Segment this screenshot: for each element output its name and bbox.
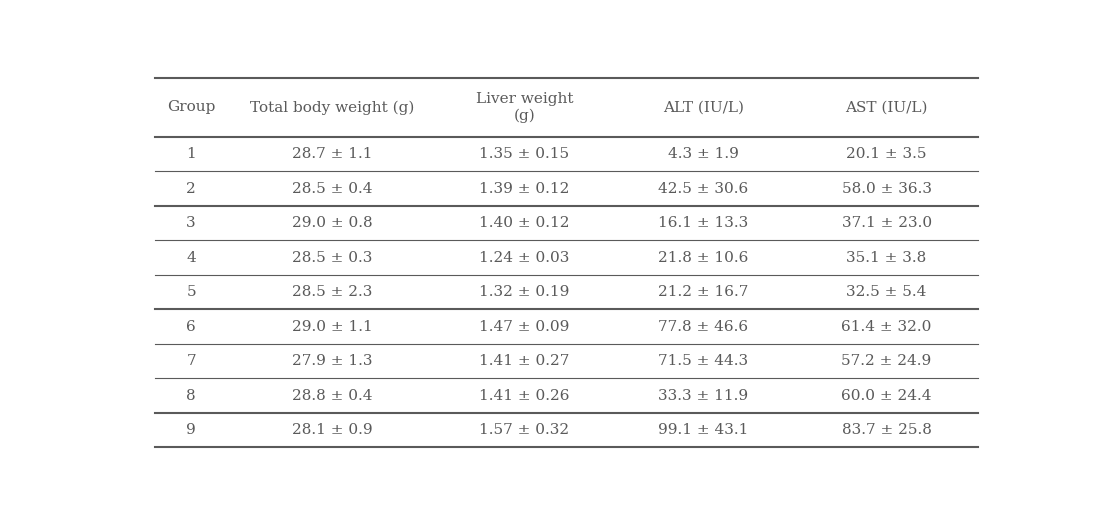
Text: 1.41 ± 0.26: 1.41 ± 0.26 [479, 389, 570, 402]
Text: 29.0 ± 0.8: 29.0 ± 0.8 [292, 216, 373, 230]
Text: 28.5 ± 0.3: 28.5 ± 0.3 [292, 251, 373, 265]
Text: 1.57 ± 0.32: 1.57 ± 0.32 [479, 423, 570, 437]
Text: 5: 5 [186, 285, 196, 299]
Text: Liver weight
(g): Liver weight (g) [476, 92, 573, 123]
Text: 21.2 ± 16.7: 21.2 ± 16.7 [658, 285, 749, 299]
Text: 1.41 ± 0.27: 1.41 ± 0.27 [479, 354, 570, 368]
Text: 29.0 ± 1.1: 29.0 ± 1.1 [292, 319, 373, 334]
Text: 28.1 ± 0.9: 28.1 ± 0.9 [292, 423, 373, 437]
Text: 1.47 ± 0.09: 1.47 ± 0.09 [479, 319, 570, 334]
Text: 8: 8 [186, 389, 196, 402]
Text: 1.32 ± 0.19: 1.32 ± 0.19 [479, 285, 570, 299]
Text: 4.3 ± 1.9: 4.3 ± 1.9 [668, 147, 739, 161]
Text: 61.4 ± 32.0: 61.4 ± 32.0 [842, 319, 931, 334]
Text: 1.35 ± 0.15: 1.35 ± 0.15 [479, 147, 570, 161]
Text: 71.5 ± 44.3: 71.5 ± 44.3 [658, 354, 749, 368]
Text: 42.5 ± 30.6: 42.5 ± 30.6 [658, 182, 749, 196]
Text: Group: Group [167, 101, 216, 115]
Text: 3: 3 [186, 216, 196, 230]
Text: 57.2 ± 24.9: 57.2 ± 24.9 [842, 354, 931, 368]
Text: 83.7 ± 25.8: 83.7 ± 25.8 [842, 423, 931, 437]
Text: 28.5 ± 0.4: 28.5 ± 0.4 [292, 182, 373, 196]
Text: 37.1 ± 23.0: 37.1 ± 23.0 [842, 216, 931, 230]
Text: ALT (IU/L): ALT (IU/L) [662, 101, 743, 115]
Text: 1.40 ± 0.12: 1.40 ± 0.12 [479, 216, 570, 230]
Text: 33.3 ± 11.9: 33.3 ± 11.9 [658, 389, 749, 402]
Text: 7: 7 [186, 354, 196, 368]
Text: 27.9 ± 1.3: 27.9 ± 1.3 [292, 354, 373, 368]
Text: 60.0 ± 24.4: 60.0 ± 24.4 [842, 389, 932, 402]
Text: 20.1 ± 3.5: 20.1 ± 3.5 [846, 147, 927, 161]
Text: 21.8 ± 10.6: 21.8 ± 10.6 [658, 251, 749, 265]
Text: 9: 9 [186, 423, 196, 437]
Text: 1.39 ± 0.12: 1.39 ± 0.12 [479, 182, 570, 196]
Text: 58.0 ± 36.3: 58.0 ± 36.3 [842, 182, 931, 196]
Text: 28.5 ± 2.3: 28.5 ± 2.3 [292, 285, 373, 299]
Text: 6: 6 [186, 319, 196, 334]
Text: 32.5 ± 5.4: 32.5 ± 5.4 [846, 285, 927, 299]
Text: Total body weight (g): Total body weight (g) [250, 100, 415, 115]
Text: 77.8 ± 46.6: 77.8 ± 46.6 [658, 319, 749, 334]
Text: 99.1 ± 43.1: 99.1 ± 43.1 [658, 423, 749, 437]
Text: 2: 2 [186, 182, 196, 196]
Text: AST (IU/L): AST (IU/L) [845, 101, 928, 115]
Text: 1.24 ± 0.03: 1.24 ± 0.03 [479, 251, 570, 265]
Text: 28.8 ± 0.4: 28.8 ± 0.4 [292, 389, 373, 402]
Text: 28.7 ± 1.1: 28.7 ± 1.1 [292, 147, 373, 161]
Text: 1: 1 [186, 147, 196, 161]
Text: 4: 4 [186, 251, 196, 265]
Text: 16.1 ± 13.3: 16.1 ± 13.3 [658, 216, 749, 230]
Text: 35.1 ± 3.8: 35.1 ± 3.8 [846, 251, 927, 265]
